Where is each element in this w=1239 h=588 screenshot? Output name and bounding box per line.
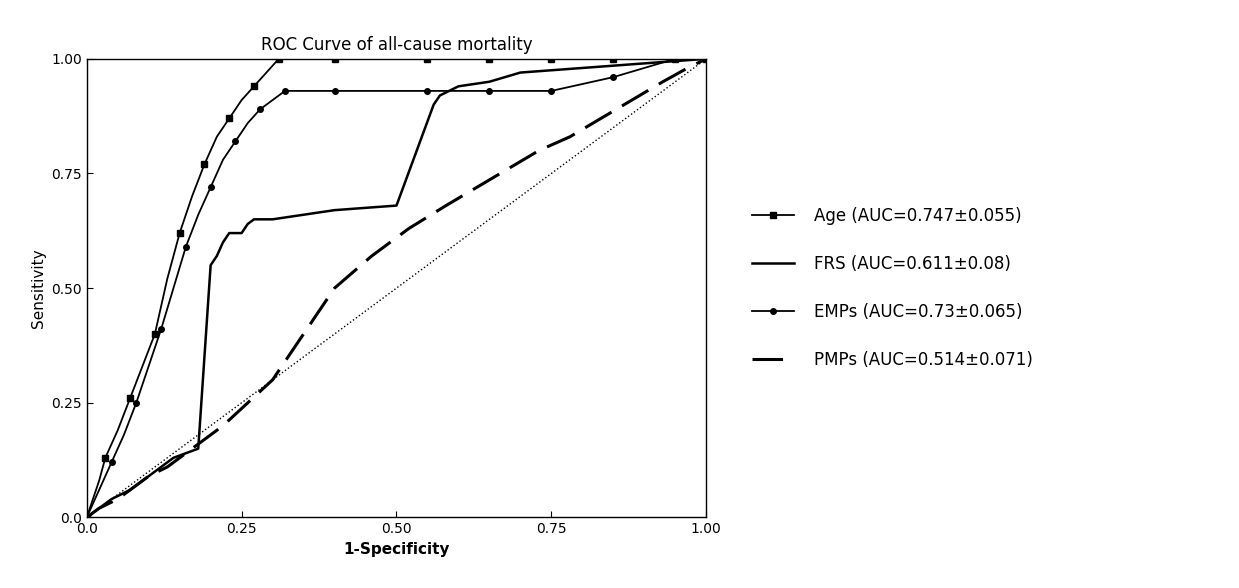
Title: ROC Curve of all-cause mortality: ROC Curve of all-cause mortality bbox=[260, 36, 533, 55]
Y-axis label: Sensitivity: Sensitivity bbox=[31, 248, 46, 328]
Legend: Age (AUC=0.747±0.055), FRS (AUC=0.611±0.08), EMPs (AUC=0.73±0.065), PMPs (AUC=0.: Age (AUC=0.747±0.055), FRS (AUC=0.611±0.… bbox=[746, 201, 1040, 376]
X-axis label: 1-Specificity: 1-Specificity bbox=[343, 542, 450, 557]
